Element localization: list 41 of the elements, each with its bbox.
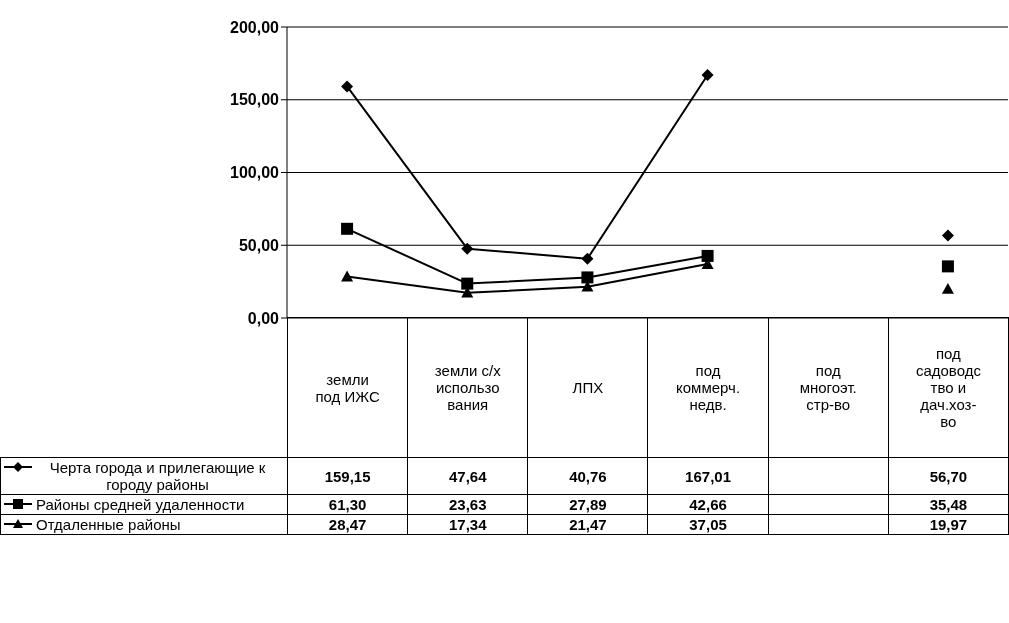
y-tick-label: 0,00 [247,309,280,327]
x-tick-label: земли под ИЖС [287,317,408,458]
x-tick-label: ЛПХ [527,317,648,458]
y-tick-label: 100,00 [230,164,280,182]
data-label: 35,48 [888,494,1009,515]
point [341,222,354,235]
x-tick-label: под садоводс тво и дач.хоз- во [888,317,1009,458]
data-label: 40,76 [527,457,648,495]
y-tick-label: 200,00 [230,18,280,36]
data-label: 61,30 [287,494,408,515]
point [941,260,954,273]
data-label: 167,01 [647,457,769,495]
data-label: 47,64 [407,457,528,495]
point [581,271,594,284]
point [941,282,954,294]
data-label: 21,47 [527,514,648,535]
data-label: 42,66 [647,494,769,515]
point [341,270,354,282]
x-tick-label: под коммерч. недв. [647,317,769,458]
x-tick-label: под многоэт. стр-во [768,317,889,458]
point [461,277,474,290]
point [581,252,594,265]
data-label: 56,70 [888,457,1009,495]
data-label: 27,89 [527,494,648,515]
data-label: 17,34 [407,514,528,535]
point [341,80,354,93]
point [701,69,714,81]
data-label: 19,97 [888,514,1009,535]
legend-label: Районы средней удаленности [36,496,245,513]
legend-label: Черта города и прилегающие к городу районы [48,459,267,493]
x-tick-label: земли с/х использо вания [407,317,528,458]
point [701,249,714,262]
point [941,229,954,242]
y-tick-label: 50,00 [238,236,280,254]
data-label: 159,15 [287,457,408,495]
point [461,242,474,255]
data-label: 37,05 [647,514,769,535]
legend-label: Отдаленные районы [36,516,181,533]
data-label: 23,63 [407,494,528,515]
y-tick-label: 150,00 [230,91,280,109]
data-label: 28,47 [287,514,408,535]
